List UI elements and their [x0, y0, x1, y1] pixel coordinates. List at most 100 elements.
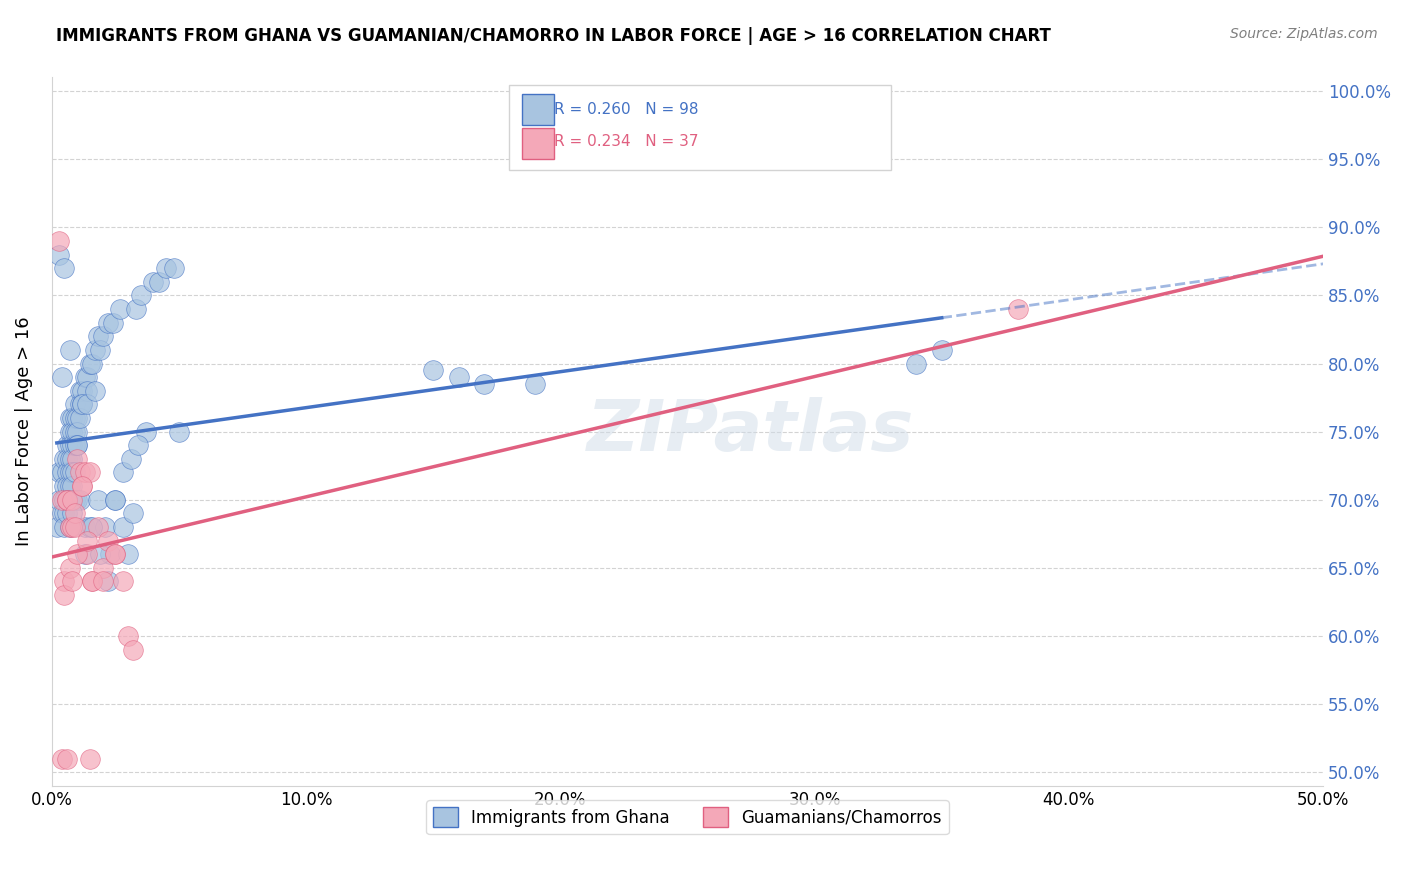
- Point: [1007, 301, 1029, 316]
- Point: [122, 642, 145, 657]
- Point: [79, 357, 101, 371]
- Point: [111, 520, 134, 534]
- Point: [58, 479, 80, 493]
- Text: R = 0.260   N = 98: R = 0.260 N = 98: [554, 102, 699, 117]
- Point: [120, 451, 142, 466]
- Text: R = 0.234   N = 37: R = 0.234 N = 37: [554, 134, 699, 149]
- FancyBboxPatch shape: [522, 95, 554, 125]
- Point: [60, 451, 83, 466]
- Point: [53, 520, 76, 534]
- Point: [56, 492, 79, 507]
- Point: [79, 466, 101, 480]
- Point: [56, 479, 79, 493]
- Point: [53, 479, 76, 493]
- Point: [72, 384, 94, 398]
- Point: [163, 261, 186, 276]
- Point: [60, 438, 83, 452]
- Point: [447, 370, 470, 384]
- Point: [117, 629, 139, 643]
- Point: [84, 384, 107, 398]
- Point: [472, 376, 495, 391]
- Point: [66, 492, 89, 507]
- Point: [48, 234, 70, 248]
- Point: [76, 370, 98, 384]
- Point: [72, 479, 94, 493]
- Point: [58, 561, 80, 575]
- Point: [523, 376, 546, 391]
- Point: [89, 343, 111, 357]
- Point: [60, 411, 83, 425]
- Point: [76, 533, 98, 548]
- Point: [63, 506, 86, 520]
- Point: [84, 343, 107, 357]
- Point: [58, 520, 80, 534]
- Point: [73, 370, 96, 384]
- Point: [45, 520, 67, 534]
- Point: [104, 492, 127, 507]
- Point: [51, 751, 73, 765]
- Point: [66, 547, 89, 561]
- Point: [58, 425, 80, 439]
- Point: [73, 466, 96, 480]
- Point: [89, 547, 111, 561]
- Point: [60, 574, 83, 589]
- FancyBboxPatch shape: [509, 85, 891, 169]
- Point: [422, 363, 444, 377]
- Point: [86, 520, 108, 534]
- Point: [63, 397, 86, 411]
- Point: [91, 329, 114, 343]
- Point: [69, 466, 91, 480]
- Point: [66, 438, 89, 452]
- Point: [91, 561, 114, 575]
- Point: [97, 574, 120, 589]
- Point: [167, 425, 190, 439]
- Point: [98, 547, 121, 561]
- Point: [73, 547, 96, 561]
- Point: [905, 357, 928, 371]
- Point: [53, 506, 76, 520]
- Point: [51, 506, 73, 520]
- Point: [53, 492, 76, 507]
- Point: [104, 492, 127, 507]
- Point: [60, 466, 83, 480]
- Point: [111, 574, 134, 589]
- Point: [58, 411, 80, 425]
- Point: [60, 479, 83, 493]
- Point: [58, 520, 80, 534]
- Point: [58, 343, 80, 357]
- Point: [53, 451, 76, 466]
- Point: [135, 425, 157, 439]
- Point: [56, 751, 79, 765]
- Point: [63, 520, 86, 534]
- Point: [58, 451, 80, 466]
- Point: [91, 574, 114, 589]
- Point: [56, 506, 79, 520]
- Legend: Immigrants from Ghana, Guamanians/Chamorros: Immigrants from Ghana, Guamanians/Chamor…: [426, 800, 949, 834]
- Point: [51, 370, 73, 384]
- Point: [148, 275, 170, 289]
- Point: [60, 520, 83, 534]
- Point: [111, 466, 134, 480]
- Point: [63, 411, 86, 425]
- Point: [56, 492, 79, 507]
- Point: [66, 438, 89, 452]
- Point: [56, 492, 79, 507]
- Point: [127, 438, 149, 452]
- Point: [69, 492, 91, 507]
- Point: [48, 466, 70, 480]
- Point: [76, 397, 98, 411]
- Point: [53, 588, 76, 602]
- Point: [97, 533, 120, 548]
- Point: [82, 574, 104, 589]
- FancyBboxPatch shape: [522, 128, 554, 159]
- Point: [58, 466, 80, 480]
- Point: [122, 506, 145, 520]
- Point: [66, 425, 89, 439]
- Point: [76, 547, 98, 561]
- Y-axis label: In Labor Force | Age > 16: In Labor Force | Age > 16: [15, 317, 32, 547]
- Point: [60, 492, 83, 507]
- Point: [97, 316, 120, 330]
- Point: [82, 357, 104, 371]
- Point: [72, 397, 94, 411]
- Text: IMMIGRANTS FROM GHANA VS GUAMANIAN/CHAMORRO IN LABOR FORCE | AGE > 16 CORRELATIO: IMMIGRANTS FROM GHANA VS GUAMANIAN/CHAMO…: [56, 27, 1052, 45]
